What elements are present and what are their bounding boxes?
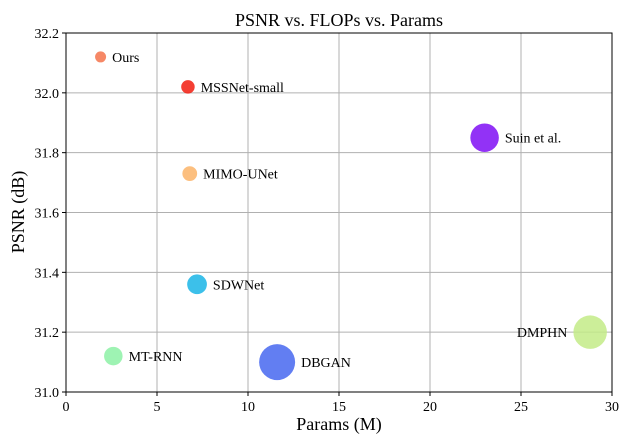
y-tick-label: 31.2 [35, 326, 60, 341]
point-label: SDWNet [213, 278, 264, 293]
point-label: DBGAN [301, 356, 351, 371]
x-axis-ticks: 0 5 10 15 20 25 30 [63, 392, 619, 415]
point-label: MIMO-UNet [203, 168, 278, 183]
point-label: Suin et al. [505, 132, 561, 147]
y-axis-label: PSNR (dB) [8, 171, 29, 254]
point-label: Ours [112, 51, 139, 66]
scatter-point [573, 315, 607, 349]
x-tick-label: 10 [241, 400, 255, 415]
y-tick-label: 31.6 [35, 207, 60, 222]
x-tick-label: 25 [514, 400, 528, 415]
x-axis-label: Params (M) [296, 414, 381, 435]
y-tick-label: 31.8 [35, 147, 60, 162]
point-label: MT-RNN [129, 350, 183, 365]
data-points: Ours MSSNet-small Suin et al. MIMO-UNet SDWN… [95, 51, 607, 381]
scatter-point [95, 51, 107, 63]
y-tick-label: 32.0 [35, 87, 60, 102]
scatter-point [104, 346, 123, 366]
x-tick-label: 0 [63, 400, 70, 415]
x-tick-label: 20 [423, 400, 437, 415]
y-tick-label: 31.0 [35, 386, 60, 401]
chart-title: PSNR vs. FLOPs vs. Params [235, 10, 443, 30]
scatter-point [182, 166, 198, 181]
y-tick-label: 32.2 [35, 27, 60, 42]
point-label: MSSNet-small [201, 81, 284, 96]
scatter-point [187, 274, 207, 295]
y-axis-ticks: 31.0 31.2 31.4 31.6 31.8 32.0 32.2 [35, 27, 66, 401]
scatter-point [470, 123, 499, 152]
x-tick-label: 5 [154, 400, 161, 415]
scatter-point [181, 80, 195, 94]
point-label: DMPHN [517, 326, 568, 341]
x-tick-label: 15 [332, 400, 346, 415]
y-tick-label: 31.4 [35, 266, 60, 281]
x-tick-label: 30 [605, 400, 619, 415]
scatter-point [259, 344, 296, 381]
